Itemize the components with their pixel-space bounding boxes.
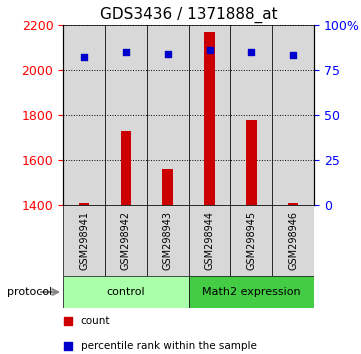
Bar [105, 25, 147, 205]
Bar [188, 205, 230, 276]
Bar [272, 205, 314, 276]
Bar [147, 205, 188, 276]
Bar [105, 205, 147, 276]
Bar [63, 276, 188, 308]
Text: control: control [106, 287, 145, 297]
Point [165, 51, 171, 57]
Bar [162, 169, 173, 205]
Bar [246, 120, 257, 205]
Text: percentile rank within the sample: percentile rank within the sample [81, 341, 257, 351]
Bar [288, 203, 299, 205]
Bar [63, 205, 105, 276]
Point [123, 49, 129, 55]
Bar [272, 25, 314, 205]
Point [248, 49, 254, 55]
Text: GSM298946: GSM298946 [288, 211, 298, 270]
Bar [230, 25, 272, 205]
Bar [63, 25, 105, 205]
Text: GSM298944: GSM298944 [205, 211, 214, 270]
Text: Math2 expression: Math2 expression [202, 287, 301, 297]
Point [65, 318, 71, 324]
Bar [147, 25, 188, 205]
Text: count: count [81, 316, 110, 326]
Point [65, 343, 71, 349]
Text: protocol: protocol [7, 287, 52, 297]
Text: GSM298942: GSM298942 [121, 211, 131, 270]
Point [81, 55, 87, 60]
Bar [230, 205, 272, 276]
Text: GSM298945: GSM298945 [246, 211, 256, 270]
Bar [79, 203, 89, 205]
Text: GSM298941: GSM298941 [79, 211, 89, 270]
Text: GSM298943: GSM298943 [163, 211, 173, 270]
Point [290, 53, 296, 58]
Bar [188, 276, 314, 308]
Point [206, 47, 212, 53]
Bar [204, 32, 215, 205]
Title: GDS3436 / 1371888_at: GDS3436 / 1371888_at [100, 7, 278, 23]
Bar [121, 131, 131, 205]
Bar [188, 25, 230, 205]
